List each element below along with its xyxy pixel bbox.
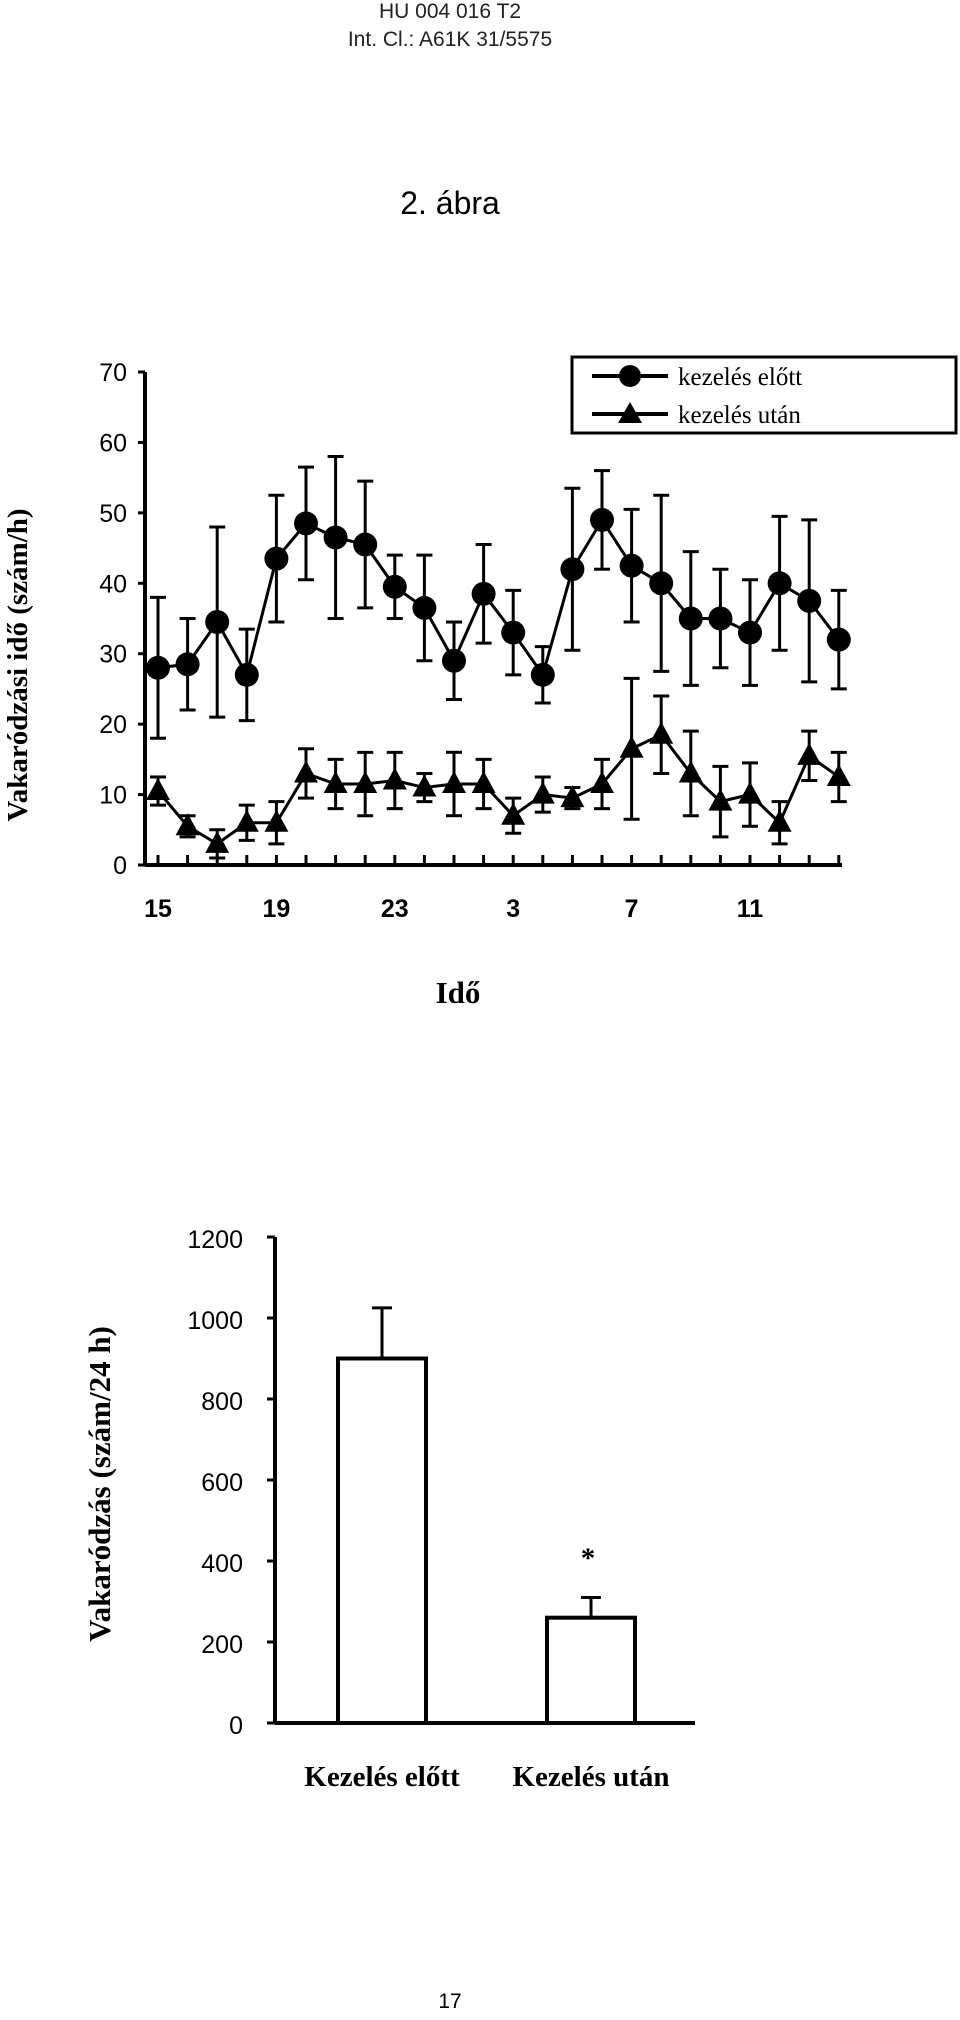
data-point (560, 557, 585, 582)
data-point (708, 606, 733, 631)
data-point (234, 809, 259, 832)
series-before (146, 455, 851, 740)
data-point (146, 655, 170, 680)
data-point (560, 785, 585, 808)
data-point (530, 662, 555, 687)
data-point (767, 571, 792, 596)
data-point (234, 662, 259, 687)
data-point (382, 574, 407, 599)
data-point (264, 546, 289, 571)
bar (545, 1615, 637, 1725)
data-point (649, 721, 674, 744)
legend-label: kezelés előtt (678, 364, 802, 391)
data-point (442, 771, 466, 794)
data-point (412, 595, 437, 620)
data-point (826, 627, 851, 652)
y-tick-label: 800 (201, 1388, 243, 1416)
data-point (205, 610, 230, 635)
data-point (146, 778, 170, 801)
x-tick-label: 19 (262, 895, 290, 923)
y-tick-label: 50 (99, 500, 127, 528)
category-label: Kezelés előtt (304, 1761, 460, 1793)
line-chart: 0 10 20 30 40 50 60 70 15 19 23 3 7 11 Vakaródzási idő… (2, 355, 958, 1010)
data-point (501, 802, 526, 825)
y-tick-label: 0 (229, 1712, 243, 1740)
x-tick-label: 3 (506, 895, 520, 923)
x-tick-label: 23 (381, 895, 409, 923)
data-point (678, 606, 703, 631)
y-tick-label: 20 (99, 711, 127, 739)
y-tick-label: 40 (99, 570, 127, 598)
y-tick-label: 70 (99, 359, 127, 387)
x-tick-label: 7 (625, 895, 639, 923)
y-tick-label: 400 (201, 1550, 243, 1578)
legend: kezelés előtt kezelés után (570, 355, 958, 435)
data-point (294, 760, 318, 783)
data-point (797, 742, 822, 765)
figure-title: 2. ábra (400, 185, 500, 221)
y-tick-label: 10 (99, 782, 127, 810)
y-tick-label: 1200 (187, 1226, 243, 1254)
data-point (501, 620, 526, 645)
data-point (530, 781, 555, 804)
page-number: 17 (438, 1990, 462, 2013)
x-tick-label: 15 (144, 895, 172, 923)
data-point (678, 760, 703, 783)
legend-marker (619, 365, 641, 387)
series-after (146, 676, 851, 860)
data-point (767, 809, 792, 832)
y-axis-title: Vakaródzás (szám/24 h) (82, 1326, 117, 1642)
data-point (175, 652, 200, 677)
data-point (294, 511, 318, 536)
y-tick-label: 30 (99, 641, 127, 669)
legend-marker (618, 402, 642, 423)
data-point (442, 648, 466, 673)
data-point (471, 771, 496, 794)
patent-number: HU 004 016 T2 (378, 0, 522, 23)
data-point (323, 771, 348, 794)
data-point (738, 620, 762, 645)
y-tick-label: 600 (201, 1469, 243, 1497)
category-label: Kezelés után (512, 1761, 669, 1793)
data-point (619, 553, 644, 578)
data-point (738, 781, 762, 804)
legend-label: kezelés után (678, 402, 801, 429)
data-point (205, 830, 230, 853)
data-point (590, 507, 614, 532)
data-point (471, 581, 496, 606)
data-point (826, 763, 851, 786)
classification: Int. Cl.: A61K 31/5575 (347, 28, 553, 51)
x-tick-label: 11 (737, 895, 764, 923)
data-point (382, 767, 407, 790)
data-point (412, 774, 437, 797)
significance-marker: * (581, 1542, 596, 1574)
x-axis-title: Idő (436, 975, 481, 1010)
data-point (708, 788, 733, 811)
bar (336, 1356, 428, 1725)
data-point (323, 525, 348, 550)
data-point (797, 588, 822, 613)
data-point (353, 771, 378, 794)
y-tick-label: 0 (113, 852, 127, 880)
y-tick-label: 1000 (187, 1307, 243, 1335)
y-tick-label: 60 (99, 429, 127, 457)
data-point (649, 571, 674, 596)
data-point (590, 771, 614, 794)
y-tick-label: 200 (201, 1631, 243, 1659)
data-point (264, 809, 289, 832)
data-point (619, 735, 644, 758)
data-point (175, 813, 200, 836)
y-axis-title: Vakaródzási idő (szám/h) (2, 508, 34, 821)
data-point (353, 532, 378, 557)
